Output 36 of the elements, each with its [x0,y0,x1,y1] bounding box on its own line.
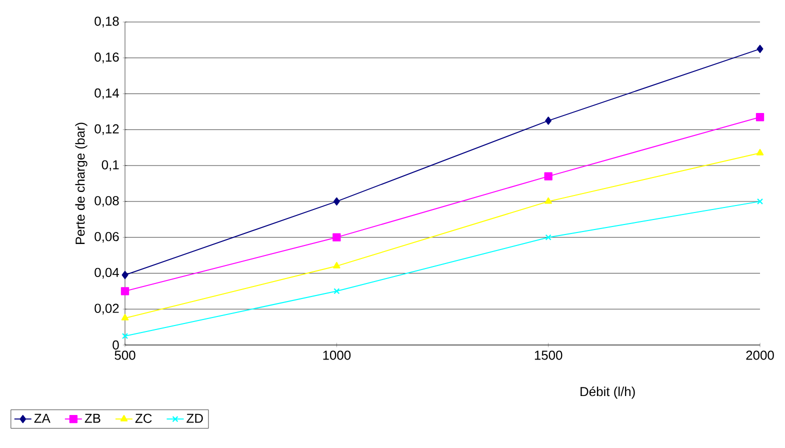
y-tick-label: 0,12 [94,124,119,136]
point [756,148,764,156]
x-tick-label: 500 [114,350,136,360]
point [756,198,764,205]
point [544,197,552,204]
point [332,233,341,242]
point [120,287,130,296]
point [756,44,764,53]
point [122,332,128,340]
y-tick-label: 0,08 [94,196,119,207]
y-tick-label: 0,04 [94,268,119,279]
x-tick-label: 1500 [534,350,562,360]
legend-label: ZD [186,414,203,423]
y-axis-title: Perte de charge (bar) [75,122,88,244]
y-tick-label: 0,06 [94,232,119,243]
point [333,262,340,268]
y-tick-label: 0,14 [94,88,119,100]
x-tick-label: 1000 [323,350,351,360]
legend-label: ZA [34,414,50,423]
point [333,197,340,206]
legend-label: ZC [135,414,152,423]
point [545,234,552,240]
y-tick-label: 0 [112,340,119,350]
y-tick-label: 0,1 [102,160,119,171]
point [334,288,340,294]
x-axis-title: Débit (l/h) [580,386,635,399]
y-tick-label: 0,02 [94,304,119,314]
point [121,314,129,320]
point [122,270,128,280]
x-tick-label: 2000 [746,350,774,360]
y-tick-label: 0,16 [94,52,119,64]
point [545,116,552,125]
point [756,113,764,122]
point [544,172,552,180]
y-tick-label: 0,18 [94,16,119,28]
legend-label: ZB [84,414,100,423]
